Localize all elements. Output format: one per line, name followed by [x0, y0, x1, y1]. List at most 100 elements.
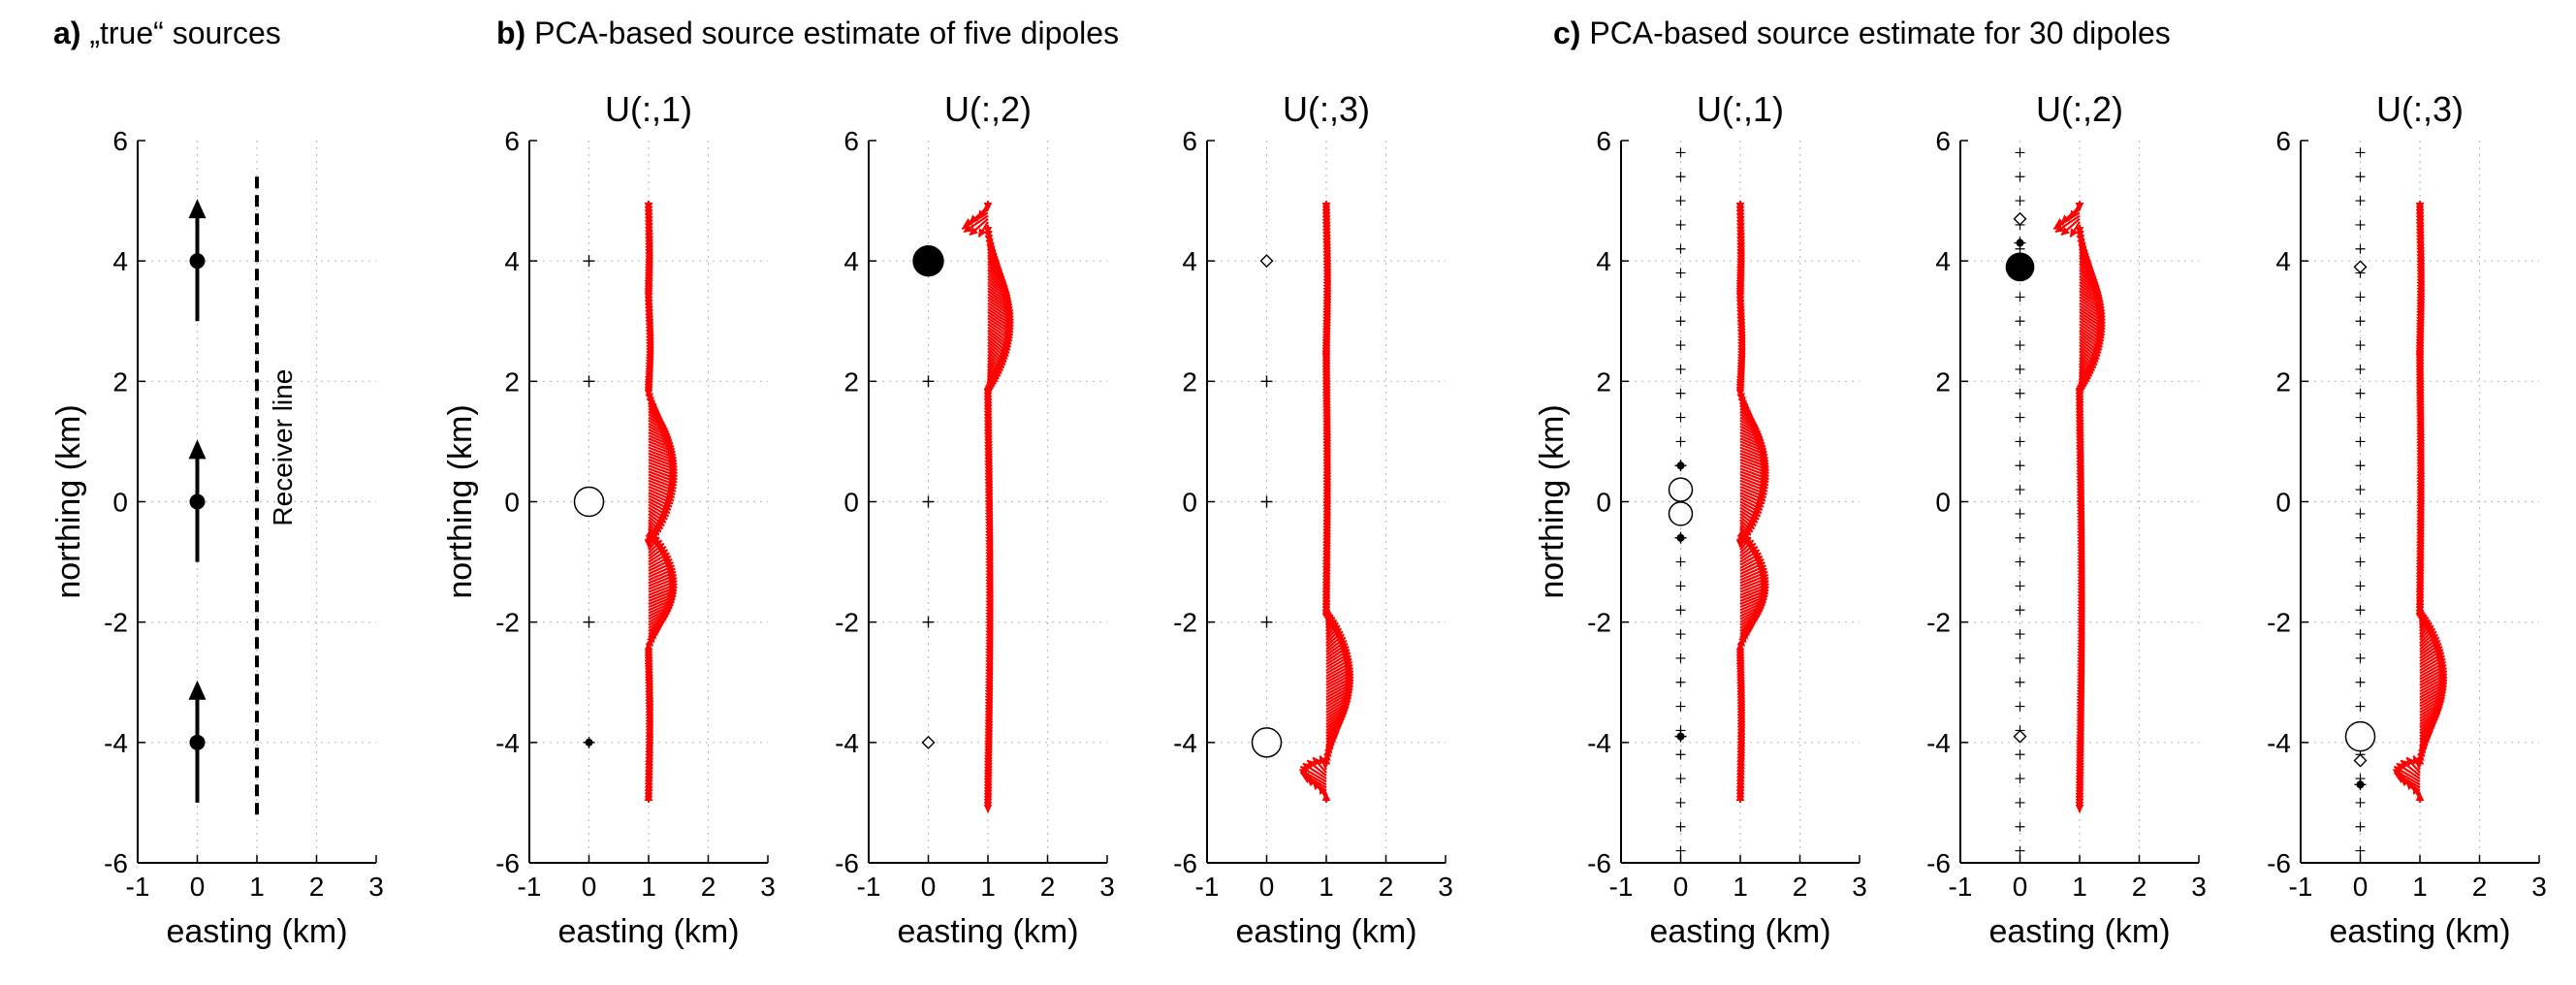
y-tick-label: -6 [495, 848, 520, 878]
field-arrow [648, 603, 675, 618]
plus-marker [1675, 436, 1686, 447]
plus-marker [2355, 388, 2366, 398]
y-tick-label: 2 [1182, 366, 1197, 397]
plot-b3: -1 0 1 2 3 -6 -4 -2 0 2 4 6 easting (km) U(:,3) [1173, 89, 1453, 950]
panel-header-b: b) PCA-based source estimate of five dip… [496, 16, 1119, 50]
x-tick-label: -1 [1949, 872, 1973, 902]
field-arrow [1739, 546, 1759, 560]
y-tick-label: 6 [112, 126, 128, 156]
plus-marker [2355, 605, 2366, 616]
field-arrow [1325, 633, 1345, 651]
field-arrow [1325, 667, 1354, 683]
field-arrow [1325, 700, 1352, 716]
x-tick-label: -1 [2289, 872, 2313, 902]
y-tick-label: -6 [2267, 848, 2291, 878]
filled-circle-marker [2005, 252, 2035, 282]
panel-header-c: c) PCA-based source estimate for 30 dipo… [1553, 16, 2171, 50]
field-arrow [1325, 706, 1350, 723]
plus-marker [2355, 556, 2366, 567]
y-tick-label: 6 [1182, 126, 1197, 156]
y-tick-label: -6 [1587, 848, 1611, 878]
x-tick-label: 3 [760, 872, 776, 902]
field-arrow [648, 567, 677, 582]
plot-title: U(:,2) [2036, 89, 2123, 129]
field-arrow [2419, 639, 2441, 656]
field-arrow [2419, 676, 2448, 693]
x-tick-label: -1 [518, 872, 542, 902]
x-tick-label: -1 [857, 872, 881, 902]
x-tick-label: 1 [980, 872, 996, 902]
field-arrow [1739, 594, 1768, 609]
plus-marker [2015, 508, 2025, 519]
plus-marker [1675, 556, 1686, 567]
plus-marker [1675, 268, 1686, 278]
field-arrow [2419, 682, 2448, 699]
plot-b1: -1 0 1 2 3 -6 -4 -2 0 2 4 6 easting (km) northing (km… [442, 89, 776, 950]
field-arrow [1739, 564, 1767, 579]
x-tick-label: 2 [1793, 872, 1808, 902]
dot-marker-center [1676, 461, 1685, 470]
x-tick-label: 2 [2132, 872, 2147, 902]
field-arrow [2392, 768, 2421, 786]
x-tick-label: 1 [2072, 872, 2087, 902]
x-tick-label: 2 [309, 872, 325, 902]
field-arrow [2419, 636, 2440, 653]
source-point [189, 734, 206, 750]
field-arrow [1325, 690, 1353, 708]
y-tick-label: 6 [1935, 126, 1951, 156]
field-arrow [2419, 703, 2444, 719]
field-arrow [1325, 654, 1352, 672]
dot-marker-center [1676, 732, 1685, 741]
field-arrow [1302, 762, 1327, 780]
x-tick-label: 0 [1673, 872, 1689, 902]
field-arrow [1325, 673, 1354, 689]
plus-marker [1260, 375, 1273, 388]
y-axis-label: northing (km) [442, 404, 479, 598]
field-arrow [648, 546, 667, 560]
plus-marker [2355, 292, 2366, 302]
dot-marker-center [2016, 238, 2024, 247]
plus-marker [2015, 412, 2025, 423]
field-arrow [1325, 630, 1344, 648]
x-axis-label: easting (km) [897, 913, 1078, 950]
plus-marker [583, 375, 595, 388]
plus-marker [1675, 316, 1686, 327]
field-arrow [2419, 670, 2448, 686]
field-arrow [2419, 667, 2448, 683]
y-tick-label: 0 [2275, 488, 2291, 518]
x-tick-label: -1 [1609, 872, 1634, 902]
y-tick-label: 4 [2275, 246, 2291, 276]
open-circle-marker [1251, 727, 1283, 758]
x-axis-label: easting (km) [1988, 913, 2170, 950]
plus-marker [1675, 340, 1686, 351]
plus-marker [1675, 581, 1686, 591]
plus-marker [2015, 821, 2025, 832]
plus-marker [2355, 677, 2366, 687]
x-tick-label: 1 [2412, 872, 2428, 902]
plus-marker [1675, 364, 1686, 374]
plot-b2: -1 0 1 2 3 -6 -4 -2 0 2 4 6 easting (km) U(:,2) [835, 89, 1115, 950]
plus-marker [2015, 388, 2025, 398]
y-tick-label: 2 [2275, 366, 2291, 397]
plus-marker [2355, 243, 2366, 254]
plus-marker [2015, 605, 2025, 616]
field-arrow [1306, 759, 1327, 777]
y-tick-label: 0 [1935, 488, 1951, 518]
x-tick-label: 1 [249, 872, 265, 902]
field-arrow [2419, 690, 2447, 708]
field-arrow [2419, 693, 2446, 711]
plus-marker [2355, 340, 2366, 351]
field-arrow [1739, 542, 1757, 557]
y-tick-label: 2 [112, 366, 128, 397]
panel-letter-c: c) [1553, 16, 1580, 50]
x-tick-label: 3 [2531, 872, 2547, 902]
plus-marker [1675, 243, 1686, 254]
field-arrow [1325, 651, 1352, 669]
y-tick-label: -6 [1926, 848, 1951, 878]
field-arrow [648, 573, 678, 588]
field-arrow [2419, 679, 2448, 696]
plus-marker [1675, 219, 1686, 230]
field-arrow [2393, 765, 2421, 783]
plus-marker [2355, 196, 2366, 207]
field-arrow [2069, 221, 2081, 238]
